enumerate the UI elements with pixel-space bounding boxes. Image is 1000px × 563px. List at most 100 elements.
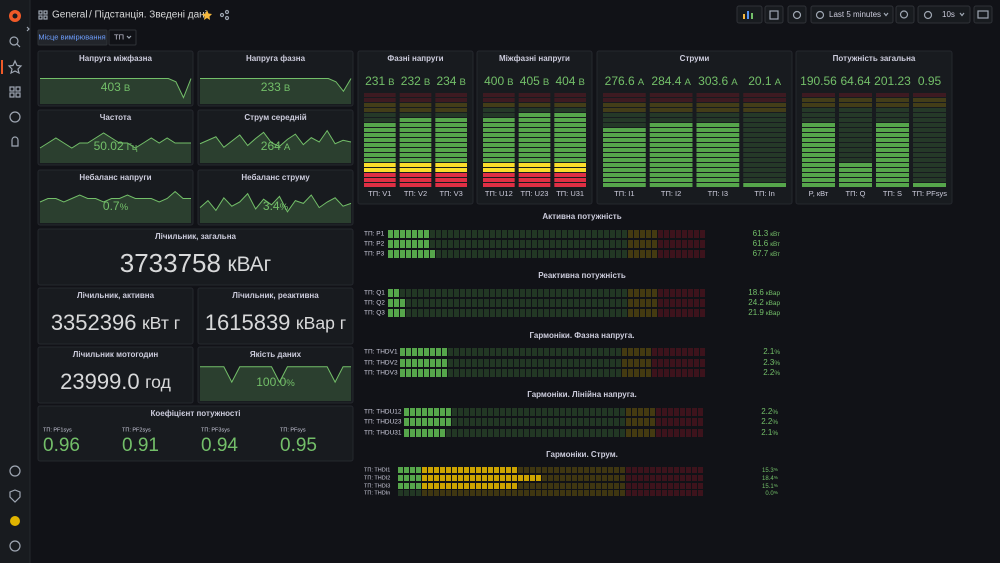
gauge-cell	[538, 250, 543, 258]
gauge-cell	[568, 309, 573, 317]
gauge-cell	[743, 108, 786, 112]
value: 233	[261, 80, 281, 94]
gauge-cell	[548, 475, 553, 481]
gauge-cell	[686, 483, 691, 489]
gauge-name: ТП: P2	[364, 241, 385, 248]
gauge-cell	[454, 359, 459, 367]
gauge-cell	[572, 467, 577, 473]
gauge-cell	[490, 299, 495, 307]
user-avatar[interactable]	[10, 516, 20, 526]
kiosk-button[interactable]	[973, 5, 993, 24]
gauge-name: ТП: V1	[368, 189, 391, 198]
gauge-cell	[743, 163, 786, 167]
gauge-cell	[412, 348, 417, 356]
unit: кВАг	[227, 253, 271, 276]
gauge-cell	[662, 408, 667, 416]
gauge-cell	[802, 138, 835, 142]
gauge-cell	[662, 418, 667, 426]
value: 2.3	[763, 358, 775, 367]
gauge-cell	[646, 348, 651, 356]
gauge-cell	[442, 250, 447, 258]
gauge-cell	[743, 153, 786, 157]
gauge-cell	[876, 98, 909, 102]
gauge-cell	[399, 178, 432, 182]
sparkline-area	[200, 366, 351, 401]
breadcrumb-folder[interactable]: General	[52, 10, 88, 21]
gauge-cell	[610, 299, 615, 307]
gauge-cell	[399, 93, 432, 97]
help-icon[interactable]	[9, 540, 21, 552]
favorite-star[interactable]	[202, 10, 212, 20]
gauge-cell	[512, 490, 517, 496]
alerting-icon[interactable]	[11, 136, 19, 147]
gauge-cell	[913, 163, 946, 167]
unit: кВт г	[142, 313, 180, 333]
gauge-cell	[839, 128, 872, 132]
gauge-cell	[483, 183, 515, 187]
settings-icon[interactable]	[9, 465, 21, 477]
gauge-cell	[458, 429, 463, 437]
gauge-cell	[490, 369, 495, 377]
gauge-cell	[743, 133, 786, 137]
time-picker[interactable]	[810, 5, 894, 24]
gauge-cell	[614, 467, 619, 473]
value: 2.2	[763, 368, 775, 377]
gauge-cell	[404, 483, 409, 489]
search-icon[interactable]	[9, 36, 19, 46]
gauge-cell	[460, 240, 465, 248]
gauge-cell	[610, 289, 615, 297]
gauge-cell	[839, 148, 872, 152]
gauge-cell	[483, 133, 515, 137]
gauge-cell	[676, 348, 681, 356]
panel-title: Якість даних	[250, 350, 302, 359]
gauge-cell	[676, 309, 681, 317]
gauge-cell	[502, 359, 507, 367]
gauge-cell	[676, 240, 681, 248]
gauge-cell	[562, 348, 567, 356]
gauge-cell	[568, 289, 573, 297]
gauge-cell	[596, 483, 601, 489]
gauge-cell	[603, 178, 646, 182]
gauge-cell	[554, 429, 559, 437]
share-icon[interactable]	[219, 12, 225, 18]
gauge-cell	[839, 108, 872, 112]
gauge-cell	[584, 483, 589, 489]
gauge-cell	[518, 153, 551, 157]
gauge-cell	[554, 158, 586, 162]
gauge-cell	[518, 178, 551, 182]
chevron	[126, 35, 132, 39]
gauge-cell	[692, 490, 697, 496]
gauge-cell	[428, 475, 433, 481]
gauge-cell	[670, 348, 675, 356]
variable-select[interactable]	[108, 29, 137, 46]
unit: В	[507, 77, 513, 88]
add-panel-button[interactable]	[736, 5, 763, 24]
gauge-cell	[494, 475, 499, 481]
gauge-cell	[603, 123, 646, 127]
gauge-cell	[404, 475, 409, 481]
gauge-cell	[400, 299, 405, 307]
gauge-cell	[839, 103, 872, 107]
grid-icon	[43, 10, 48, 15]
gauge-cell	[586, 299, 591, 307]
gauge-cell	[652, 240, 657, 248]
expand-icon[interactable]	[26, 26, 30, 32]
dashboards-icon[interactable]	[9, 86, 15, 92]
gauge-cell	[604, 240, 609, 248]
gauge-cell	[614, 475, 619, 481]
gauge-cell	[532, 250, 537, 258]
settings-button[interactable]	[787, 5, 807, 24]
value: 100.0	[256, 375, 286, 389]
gauge-cell	[550, 240, 555, 248]
panel-title: Небаланс напруги	[79, 173, 151, 182]
refresh-picker[interactable]	[917, 5, 971, 24]
explore-icon[interactable]	[9, 111, 21, 123]
gauge-cell	[524, 408, 529, 416]
zoom-out-button[interactable]	[895, 5, 915, 24]
gauge-cell	[518, 163, 551, 167]
gauge-cell	[743, 143, 786, 147]
gauge-cell	[454, 289, 459, 297]
admin-icon[interactable]	[9, 489, 21, 503]
starred-icon[interactable]	[7, 59, 23, 75]
save-button[interactable]	[764, 5, 784, 24]
